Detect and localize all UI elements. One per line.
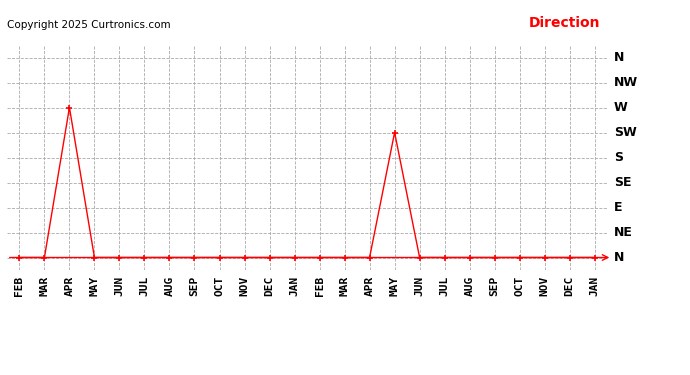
Text: E: E [614, 201, 622, 214]
Text: N: N [614, 51, 624, 64]
Text: SE: SE [614, 176, 631, 189]
Text: S: S [614, 151, 623, 164]
Text: Direction: Direction [529, 16, 600, 30]
Text: N: N [614, 251, 624, 264]
Text: Copyright 2025 Curtronics.com: Copyright 2025 Curtronics.com [7, 20, 170, 30]
Text: NE: NE [614, 226, 633, 239]
Text: NW: NW [614, 76, 638, 89]
Text: SW: SW [614, 126, 637, 139]
Text: W: W [614, 101, 628, 114]
